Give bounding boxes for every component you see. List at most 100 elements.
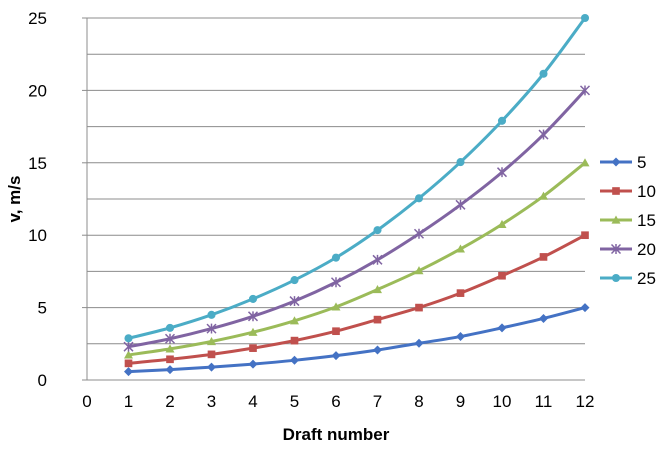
- legend-item-15: 15: [600, 211, 656, 230]
- series-5: [124, 303, 590, 377]
- data-point-marker: [496, 167, 508, 178]
- data-point-marker: [373, 226, 382, 235]
- data-point-marker: [373, 345, 382, 355]
- data-point-marker: [611, 157, 621, 167]
- data-point-marker: [207, 336, 216, 346]
- legend-item-20: 20: [600, 240, 656, 259]
- data-point-marker: [124, 367, 133, 377]
- data-point-marker: [611, 273, 621, 283]
- data-point-marker: [580, 158, 590, 167]
- data-point-marker: [539, 69, 548, 78]
- y-tick-label: 5: [38, 299, 47, 318]
- data-point-marker: [611, 215, 621, 224]
- data-point-marker: [123, 341, 134, 352]
- y-tick-labels: 0 5 10 15 20 25: [28, 9, 87, 390]
- x-tick-label: 11: [535, 392, 553, 411]
- x-tick-label: 0: [82, 392, 91, 411]
- data-point-marker: [497, 323, 507, 333]
- series-10: [124, 231, 589, 368]
- data-point-marker: [497, 219, 507, 228]
- series-line: [128, 17, 587, 340]
- data-point-marker: [498, 271, 506, 280]
- data-point-marker: [580, 303, 590, 313]
- data-point-marker: [290, 336, 299, 345]
- x-tick-label: 2: [165, 392, 174, 411]
- data-point-marker: [290, 316, 299, 325]
- legend-label: 5: [637, 153, 646, 172]
- data-point-marker: [289, 296, 300, 307]
- data-point-marker: [207, 362, 216, 372]
- data-point-marker: [330, 277, 342, 288]
- data-point-marker: [373, 285, 382, 294]
- data-point-marker: [331, 302, 341, 311]
- data-point-marker: [579, 85, 591, 96]
- data-point-marker: [165, 344, 175, 353]
- data-point-marker: [331, 253, 341, 262]
- data-point-marker: [248, 294, 258, 303]
- data-point-marker: [249, 344, 257, 352]
- data-point-marker: [165, 323, 175, 332]
- data-point-marker: [373, 315, 382, 324]
- y-tick-label: 0: [38, 371, 47, 390]
- data-point-marker: [538, 129, 549, 140]
- data-point-marker: [539, 313, 548, 323]
- x-tick-label: 7: [373, 392, 382, 411]
- y-tick-label: 15: [28, 154, 47, 173]
- x-tick-label: 8: [414, 392, 423, 411]
- data-point-marker: [455, 199, 466, 210]
- data-point-marker: [164, 333, 176, 344]
- data-point-marker: [612, 187, 620, 195]
- data-point-marker: [456, 289, 465, 297]
- legend-label: 20: [637, 240, 656, 259]
- x-tick-label: 3: [207, 392, 216, 411]
- y-tick-label: 25: [28, 9, 47, 28]
- data-point-marker: [539, 191, 548, 200]
- data-point-marker: [456, 158, 465, 167]
- y-axis-title: v, m/s: [5, 176, 24, 223]
- x-tick-label: 12: [576, 392, 595, 411]
- series-25: [124, 13, 590, 343]
- data-point-marker: [165, 365, 175, 375]
- y-tick-label: 20: [28, 81, 47, 100]
- data-point-marker: [456, 244, 465, 253]
- data-point-marker: [610, 243, 622, 255]
- data-point-marker: [206, 323, 217, 334]
- data-point-marker: [248, 327, 258, 336]
- legend: 5 10 15 20 25: [600, 153, 656, 288]
- x-tick-label: 1: [124, 392, 133, 411]
- data-point-marker: [124, 334, 133, 343]
- data-point-marker: [332, 327, 340, 336]
- data-point-marker: [248, 359, 258, 369]
- x-tick-label: 5: [290, 392, 299, 411]
- data-point-marker: [415, 303, 423, 312]
- data-point-marker: [331, 351, 341, 361]
- series-line: [128, 89, 587, 349]
- data-point-marker: [414, 338, 424, 348]
- data-point-marker: [207, 350, 216, 359]
- x-tick-label: 6: [331, 392, 340, 411]
- x-tick-label: 9: [456, 392, 465, 411]
- data-point-marker: [539, 253, 548, 261]
- data-point-marker: [414, 194, 424, 203]
- legend-item-25: 25: [600, 269, 656, 288]
- gridlines: [87, 17, 585, 345]
- series-line: [128, 306, 586, 374]
- legend-item-10: 10: [600, 182, 656, 201]
- data-point-marker: [166, 355, 174, 364]
- legend-label: 10: [637, 182, 656, 201]
- data-point-marker: [207, 310, 216, 319]
- series-group: [123, 13, 591, 377]
- data-point-marker: [290, 276, 299, 285]
- data-point-marker: [580, 13, 590, 23]
- data-point-marker: [247, 311, 259, 322]
- series-line: [128, 161, 586, 357]
- legend-label: 15: [637, 211, 656, 230]
- y-tick-label: 10: [28, 226, 47, 245]
- x-axis-title: Draft number: [283, 425, 390, 444]
- legend-label: 25: [637, 269, 656, 288]
- data-point-marker: [372, 254, 383, 265]
- x-tick-label: 10: [493, 392, 512, 411]
- data-point-marker: [124, 359, 133, 368]
- data-point-marker: [413, 228, 425, 239]
- data-point-marker: [124, 350, 133, 359]
